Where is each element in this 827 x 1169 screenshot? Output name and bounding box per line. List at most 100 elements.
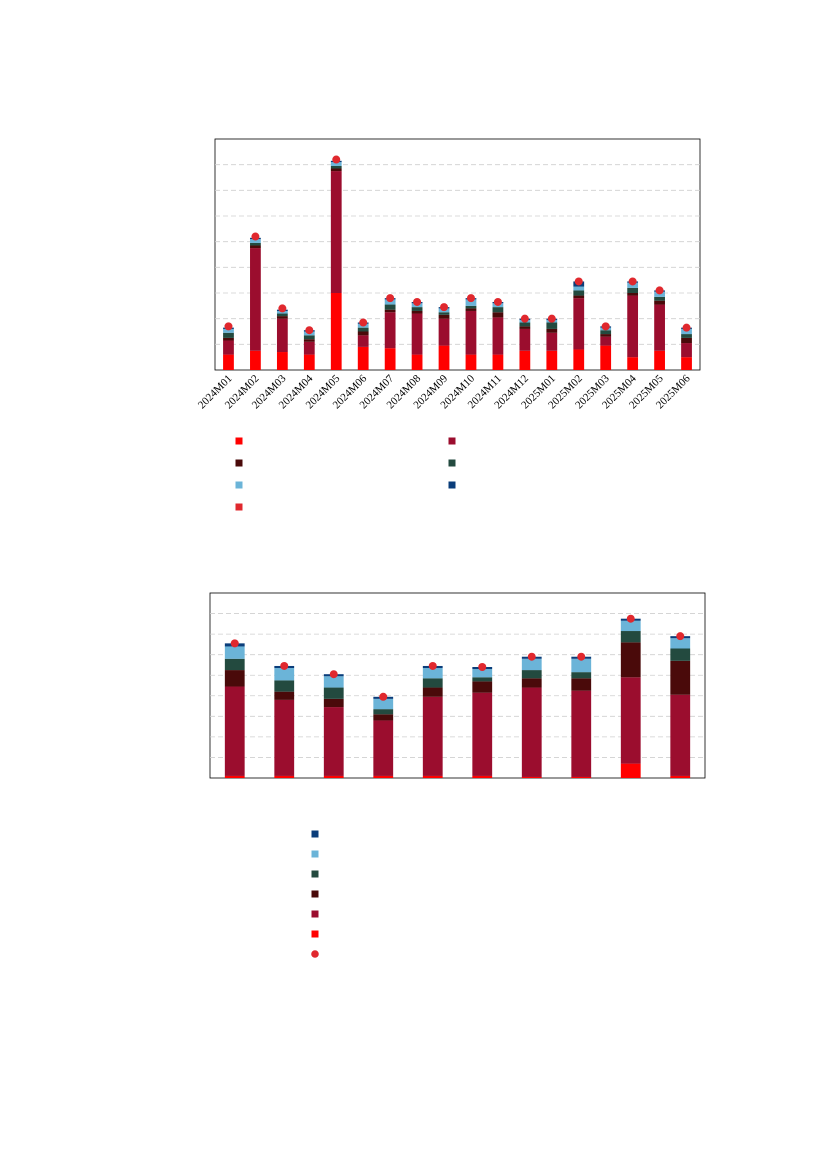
bar-segment bbox=[422, 687, 443, 697]
total-marker bbox=[278, 304, 287, 313]
bar-segment bbox=[521, 658, 542, 671]
bar-segment bbox=[411, 310, 423, 314]
bar-segment bbox=[654, 296, 665, 301]
total-marker bbox=[280, 661, 289, 670]
legend-key bbox=[311, 910, 319, 918]
bar-segment bbox=[223, 340, 234, 355]
bar-segment bbox=[571, 672, 592, 679]
bar-segment bbox=[654, 304, 665, 351]
bar-segment bbox=[357, 335, 369, 347]
bar-segment bbox=[521, 687, 542, 777]
bar-segment bbox=[330, 168, 342, 172]
bar-segment bbox=[600, 345, 612, 370]
bar-segment bbox=[384, 304, 396, 310]
bar-segment bbox=[573, 298, 585, 350]
bar-segment bbox=[620, 642, 641, 678]
bar-segment bbox=[620, 620, 641, 632]
bar-segment bbox=[465, 310, 477, 355]
bar-segment bbox=[274, 691, 295, 700]
plot-frame bbox=[214, 138, 701, 371]
bar-segment bbox=[274, 680, 295, 692]
bar-segment bbox=[323, 687, 344, 699]
total-marker bbox=[230, 639, 239, 648]
bar-segment bbox=[681, 343, 692, 358]
legend-key bbox=[448, 437, 456, 445]
bar-segment bbox=[654, 300, 665, 305]
bar-segment bbox=[521, 678, 542, 688]
bar-segment bbox=[411, 307, 423, 311]
legend-key bbox=[311, 950, 319, 958]
legend-key bbox=[311, 870, 319, 878]
bar-segment bbox=[223, 354, 234, 370]
legend-key bbox=[235, 481, 243, 489]
bar-segment bbox=[411, 354, 423, 370]
total-marker bbox=[655, 286, 664, 295]
bar-segment bbox=[600, 330, 612, 335]
bar-segment bbox=[357, 331, 369, 336]
bar-segment bbox=[323, 698, 344, 708]
bar-segment bbox=[303, 354, 315, 370]
bar-segment bbox=[323, 676, 344, 688]
bar-segment bbox=[670, 660, 691, 695]
bar-segment bbox=[492, 354, 504, 370]
bar-segment bbox=[438, 314, 450, 319]
bar-segment bbox=[224, 775, 245, 778]
bar-segment bbox=[492, 307, 504, 313]
total-marker bbox=[224, 322, 233, 331]
bar-segment bbox=[224, 646, 245, 659]
bar-segment bbox=[681, 334, 692, 338]
bar-segment bbox=[472, 692, 493, 776]
bar-segment bbox=[274, 668, 295, 681]
bar-segment bbox=[373, 714, 394, 721]
bar-segment bbox=[571, 658, 592, 673]
bar-segment bbox=[373, 698, 394, 710]
bar-segment bbox=[472, 669, 493, 678]
bar-segment bbox=[276, 352, 288, 370]
bar-segment bbox=[546, 322, 558, 329]
bar-segment bbox=[276, 318, 288, 353]
total-marker bbox=[478, 663, 487, 671]
total-marker bbox=[676, 632, 685, 641]
bar-segment bbox=[472, 775, 493, 778]
bar-segment bbox=[274, 699, 295, 776]
bar-segment bbox=[438, 318, 450, 346]
bar-segment bbox=[422, 678, 443, 688]
bar-segment bbox=[600, 334, 612, 337]
bar-segment bbox=[571, 690, 592, 777]
bar-segment bbox=[224, 670, 245, 687]
total-marker bbox=[547, 314, 556, 323]
bar-segment bbox=[521, 776, 542, 778]
total-marker bbox=[601, 322, 610, 331]
total-marker bbox=[305, 326, 314, 335]
total-marker bbox=[359, 318, 368, 327]
total-marker bbox=[386, 294, 395, 303]
legend-key bbox=[448, 481, 456, 489]
bar-segment bbox=[670, 694, 691, 776]
bar-segment bbox=[303, 339, 315, 342]
bar-segment bbox=[472, 677, 493, 682]
bar-segment bbox=[357, 327, 369, 332]
bar-segment bbox=[422, 775, 443, 778]
bar-segment bbox=[465, 308, 477, 311]
total-marker bbox=[440, 303, 449, 312]
total-marker bbox=[682, 323, 691, 332]
bar-segment bbox=[224, 686, 245, 776]
total-marker bbox=[329, 670, 338, 679]
bar-segment bbox=[573, 349, 585, 370]
bar-segment bbox=[224, 658, 245, 671]
bar-segment bbox=[373, 709, 394, 715]
bar-segment bbox=[250, 239, 261, 243]
bar-segment bbox=[422, 696, 443, 776]
bar-segment bbox=[573, 290, 585, 296]
bar-segment bbox=[373, 775, 394, 778]
bar-segment bbox=[223, 328, 234, 333]
total-marker bbox=[466, 294, 475, 303]
legend-key bbox=[311, 890, 319, 898]
total-marker bbox=[527, 652, 536, 661]
total-marker bbox=[379, 692, 388, 701]
total-marker bbox=[251, 232, 260, 241]
total-marker bbox=[577, 652, 586, 661]
bar-segment bbox=[250, 242, 261, 246]
bar-segment bbox=[620, 677, 641, 764]
